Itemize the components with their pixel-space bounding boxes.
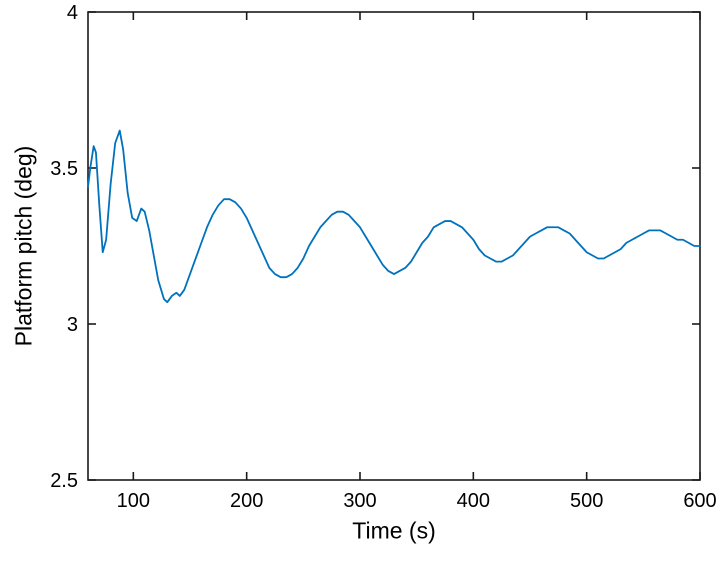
x-tick-label: 100 <box>117 490 150 512</box>
y-axis-label: Platform pitch (deg) <box>10 145 37 347</box>
x-tick-label: 600 <box>683 490 716 512</box>
y-tick-label: 3 <box>67 314 78 336</box>
x-tick-label: 300 <box>343 490 376 512</box>
series-line <box>87 129 701 304</box>
x-axis-label: Time (s) <box>352 517 436 544</box>
x-tick-label: 200 <box>230 490 263 512</box>
y-tick-label: 4 <box>67 2 78 24</box>
x-tick-label: 400 <box>457 490 490 512</box>
x-tick-label: 500 <box>570 490 603 512</box>
y-tick-label: 2.5 <box>50 470 78 492</box>
axes-box <box>87 11 701 481</box>
y-tick-label: 3.5 <box>50 158 78 180</box>
